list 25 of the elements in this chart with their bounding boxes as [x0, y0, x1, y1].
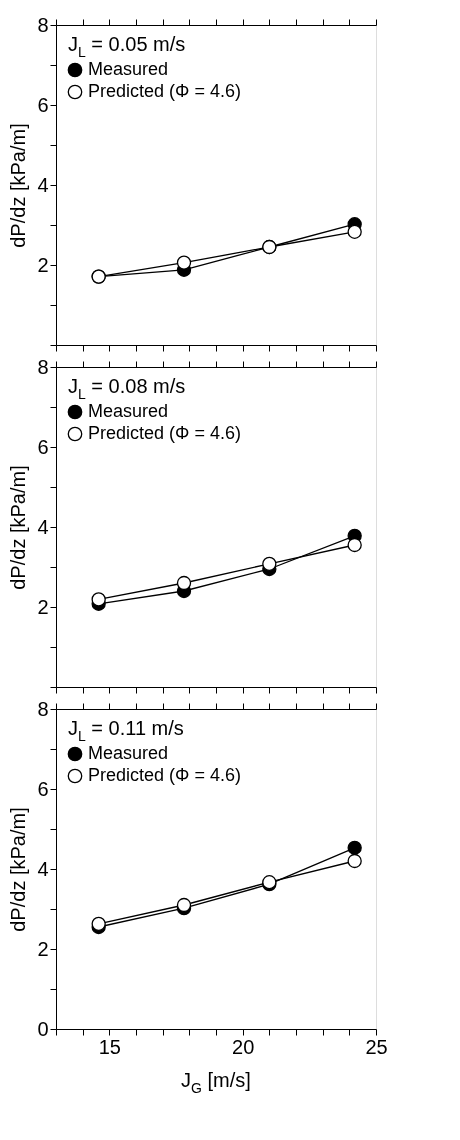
- y-tick-label: 6: [37, 93, 49, 116]
- y-tick-label: 2: [37, 937, 49, 960]
- y-tick-label: 0: [37, 1017, 49, 1040]
- y-tick-label: 4: [37, 857, 49, 880]
- y-axis-title: dP/dz [kPa/m]: [7, 465, 30, 590]
- legend-label: Predicted (Φ = 4.6): [88, 81, 241, 101]
- x-tick-label: 25: [365, 1035, 388, 1058]
- y-tick-label: 8: [37, 355, 49, 378]
- legend-label: Measured: [88, 401, 169, 421]
- y-tick-label: 4: [37, 173, 49, 196]
- y-tick-label: 8: [37, 697, 49, 720]
- legend-label: Predicted (Φ = 4.6): [88, 423, 241, 443]
- y-tick-label: 6: [37, 435, 49, 458]
- legend-label: Predicted (Φ = 4.6): [88, 765, 241, 785]
- legend-label: Measured: [88, 743, 169, 763]
- x-tick-label: 15: [98, 1035, 121, 1058]
- y-axis-title: dP/dz [kPa/m]: [7, 123, 30, 248]
- y-axis-title: dP/dz [kPa/m]: [7, 807, 30, 932]
- y-tick-label: 8: [37, 13, 49, 36]
- y-tick-label: 2: [37, 595, 49, 618]
- x-tick-label: 20: [232, 1035, 255, 1058]
- legend-label: Measured: [88, 59, 169, 79]
- y-tick-label: 2: [37, 253, 49, 276]
- y-tick-label: 6: [37, 777, 49, 800]
- y-tick-label: 4: [37, 515, 49, 538]
